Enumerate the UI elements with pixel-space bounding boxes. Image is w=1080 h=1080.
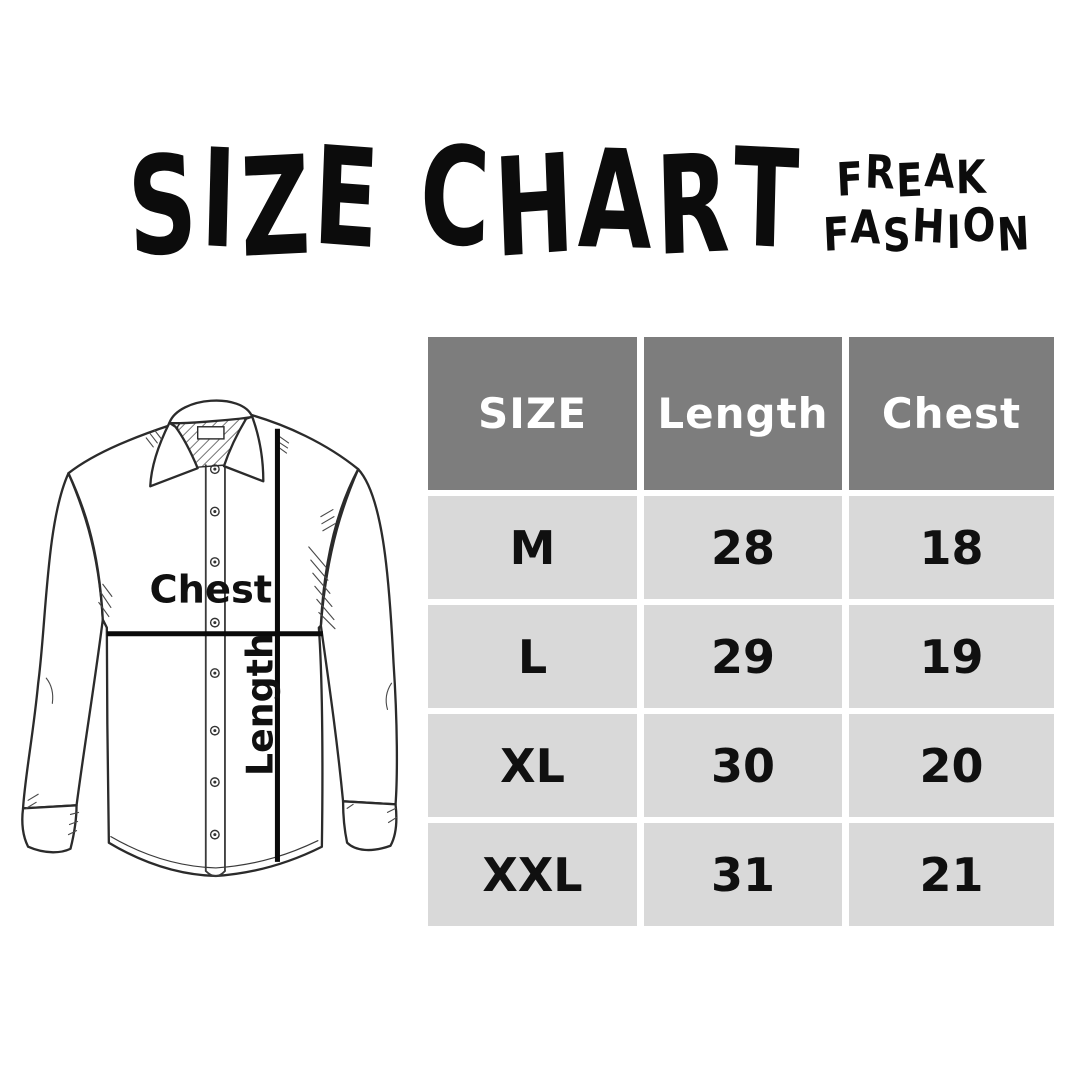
shirt-illustration: Chest Length xyxy=(21,399,399,878)
col-header-chest: Chest xyxy=(849,337,1054,490)
cell-chest-xl: 20 xyxy=(849,714,1054,817)
cell-length-xl: 30 xyxy=(644,714,842,817)
cell-size-xl: XL xyxy=(428,714,637,817)
length-measure-label: Length xyxy=(238,633,281,776)
cell-chest-l: 19 xyxy=(849,605,1054,708)
col-header-size: SIZE xyxy=(428,337,637,490)
cell-chest-m: 18 xyxy=(849,496,1054,599)
shirt-sleeves xyxy=(21,468,399,854)
brand-logo: FREAK FASHION xyxy=(806,143,1033,263)
shirt-buttons xyxy=(209,464,220,840)
brand-line-2: FASHION xyxy=(821,197,1033,263)
cell-size-xxl: XXL xyxy=(428,823,637,926)
sketch-hatching xyxy=(25,429,398,836)
shirt-body xyxy=(67,408,360,878)
collar-label-tag xyxy=(196,426,225,440)
chest-measure-label: Chest xyxy=(149,567,272,612)
cell-length-xxl: 31 xyxy=(644,823,842,926)
cell-length-m: 28 xyxy=(644,496,842,599)
cell-length-l: 29 xyxy=(644,605,842,708)
cell-size-l: L xyxy=(428,605,637,708)
brand-line-1: FREAK xyxy=(835,143,988,208)
size-table: SIZE Length Chest M 28 18 L 29 19 XL 30 … xyxy=(428,337,1054,926)
shirt-collar xyxy=(149,399,265,488)
cell-size-m: M xyxy=(428,496,637,599)
cell-chest-xxl: 21 xyxy=(849,823,1054,926)
col-header-length: Length xyxy=(644,337,842,490)
